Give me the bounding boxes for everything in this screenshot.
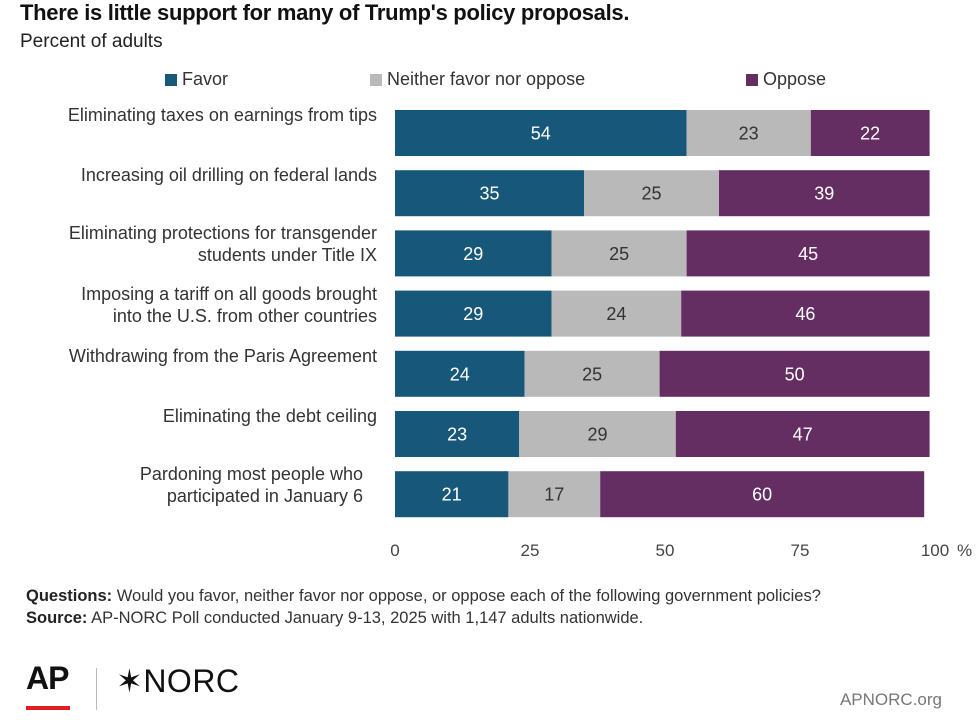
category-label-1: Increasing oil drilling on federal lands: [0, 164, 377, 186]
bar-oppose-3: [681, 290, 930, 337]
data-label-favor-2: 29: [463, 244, 483, 264]
x-tick-label-3: 75: [791, 541, 810, 560]
legend-item-oppose: Oppose: [746, 69, 826, 90]
legend-label-favor: Favor: [182, 69, 229, 89]
bar-oppose-6: [600, 471, 925, 518]
legend-swatch-neither: [370, 73, 382, 86]
category-label-line: Withdrawing from the Paris Agreement: [68, 345, 377, 366]
data-label-oppose-0: 22: [860, 124, 880, 144]
category-label-line: Eliminating the debt ceiling: [162, 406, 377, 426]
data-label-oppose-2: 45: [798, 244, 818, 264]
category-label-line: Increasing oil drilling on federal lands: [80, 165, 377, 186]
stacked-bar-chart: 54 23 22 35 25 39 29 25 45 29 24 46 24 25 50 23 29 47 21 17…: [390, 110, 972, 560]
bar-oppose-4: [659, 350, 930, 397]
data-label-neither-3: 24: [606, 304, 626, 324]
bar-favor-4: [395, 350, 525, 397]
bar-neither-1: [584, 170, 719, 217]
category-label-5: Eliminating the debt ceiling: [0, 405, 377, 427]
ap-logo-bar: [26, 706, 70, 710]
data-label-neither-0: 23: [739, 124, 759, 144]
data-label-favor-5: 23: [447, 425, 467, 445]
category-label-0: Eliminating taxes on earnings from tips: [0, 104, 377, 126]
data-label-oppose-1: 39: [814, 184, 834, 204]
x-unit-label: %: [957, 541, 972, 560]
footnote: Questions: Would you favor, neither favo…: [26, 585, 821, 629]
data-label-favor-1: 35: [479, 184, 499, 204]
data-label-neither-5: 29: [587, 425, 607, 445]
chart-title: There is little support for many of Trum…: [20, 0, 630, 25]
bar-oppose-5: [675, 411, 930, 457]
bar-neither-4: [524, 350, 660, 397]
data-label-favor-6: 21: [442, 485, 462, 505]
bar-neither-2: [551, 230, 687, 277]
bar-favor-5: [395, 411, 520, 457]
x-tick-label-2: 50: [656, 541, 675, 560]
bar-neither-0: [686, 110, 811, 156]
data-label-oppose-4: 50: [785, 364, 805, 384]
category-label-line: Eliminating protections for transgender: [68, 223, 377, 244]
data-label-favor-0: 54: [531, 124, 551, 144]
norc-logo: ✶NORC: [116, 663, 240, 699]
logo-separator: [96, 668, 97, 710]
legend-item-favor: Favor: [165, 69, 228, 90]
category-label-6: Pardoning most people who participated in…: [0, 463, 363, 507]
bar-favor-2: [395, 230, 552, 277]
legend-swatch-oppose: [746, 73, 758, 86]
bar-neither-5: [519, 411, 676, 457]
data-label-oppose-6: 60: [752, 485, 772, 505]
questions-line: Questions: Would you favor, neither favo…: [26, 585, 821, 607]
data-label-neither-2: 25: [609, 244, 629, 264]
data-label-oppose-5: 47: [793, 425, 813, 445]
bar-neither-6: [508, 471, 601, 518]
data-label-oppose-3: 46: [795, 304, 815, 324]
questions-text: Would you favor, neither favor nor oppos…: [112, 587, 821, 605]
bar-favor-3: [395, 290, 552, 337]
source-text: AP-NORC Poll conducted January 9-13, 202…: [87, 609, 644, 627]
site-link[interactable]: APNORC.org: [839, 690, 942, 709]
bar-oppose-2: [686, 230, 930, 277]
legend-label-oppose: Oppose: [763, 69, 827, 89]
data-label-favor-4: 24: [450, 364, 470, 384]
questions-label: Questions:: [26, 587, 113, 605]
category-label-3: Imposing a tariff on all goods brought in…: [0, 283, 377, 327]
data-label-favor-3: 29: [463, 304, 483, 324]
data-label-neither-4: 25: [582, 364, 602, 384]
legend: Favor Neither favor nor oppose Oppose: [0, 69, 980, 93]
legend-item-neither: Neither favor nor oppose: [370, 69, 585, 90]
category-label-line: into the U.S. from other countries: [112, 305, 377, 326]
chart-subtitle: Percent of adults: [20, 31, 163, 52]
category-label-4: Withdrawing from the Paris Agreement: [0, 345, 377, 367]
ap-logo: AP: [26, 660, 69, 696]
data-label-neither-1: 25: [641, 184, 661, 204]
bar-favor-0: [395, 110, 687, 156]
data-label-neither-6: 17: [544, 485, 564, 505]
bar-favor-6: [395, 471, 509, 518]
bar-favor-1: [395, 170, 584, 217]
x-tick-label-4: 100: [921, 541, 949, 560]
category-label-line: Pardoning most people who: [139, 464, 363, 485]
x-tick-label-0: 0: [390, 541, 399, 560]
category-label-line: Eliminating taxes on earnings from tips: [67, 105, 377, 125]
category-label-line: Imposing a tariff on all goods brought: [81, 283, 377, 304]
bar-oppose-1: [719, 170, 930, 217]
category-label-2: Eliminating protections for transgender s…: [0, 222, 377, 266]
x-tick-label-1: 25: [521, 541, 540, 560]
category-label-line: students under Title IX: [197, 245, 377, 266]
bar-oppose-0: [810, 110, 930, 156]
legend-label-neither: Neither favor nor oppose: [387, 69, 586, 89]
bar-neither-3: [551, 290, 682, 337]
category-label-line: participated in January 6: [166, 486, 363, 507]
source-label: Source:: [26, 609, 88, 627]
legend-swatch-favor: [165, 73, 177, 86]
source-line: Source: AP-NORC Poll conducted January 9…: [26, 607, 821, 629]
